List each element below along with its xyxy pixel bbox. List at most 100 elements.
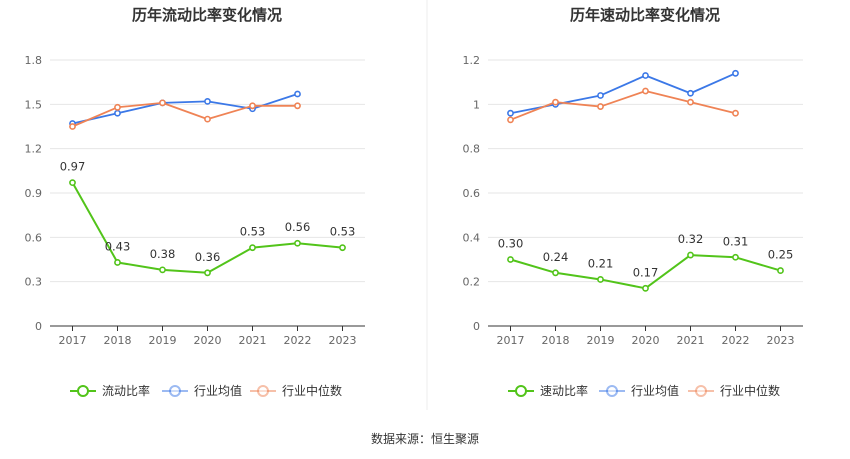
data-point bbox=[204, 269, 211, 277]
data-label: 0.25 bbox=[768, 248, 794, 262]
legend-item[interactable]: 行业中位数 bbox=[250, 383, 342, 398]
data-label: 0.97 bbox=[60, 160, 86, 174]
data-point bbox=[552, 98, 559, 106]
chart-legend: 速动比率 行业均值 行业中位数 bbox=[508, 383, 780, 398]
data-point bbox=[507, 256, 514, 263]
data-point bbox=[69, 179, 76, 187]
data-label: 0.32 bbox=[678, 232, 704, 246]
data-point bbox=[294, 239, 301, 247]
legend-swatch-marker bbox=[77, 385, 89, 397]
data-point bbox=[642, 87, 649, 95]
x-tick-label: 2021 bbox=[239, 334, 267, 347]
chart-title: 历年速动比率变化情况 bbox=[570, 6, 720, 24]
chart-panel-2: 历年速动比率变化情况 0 0.2 0.4 0.6 0.8 1 1.2 2017 2018 2019 2… bbox=[463, 6, 803, 398]
legend-swatch-marker bbox=[515, 385, 527, 397]
x-tick-label: 2018 bbox=[542, 334, 570, 347]
data-point bbox=[642, 72, 649, 79]
series-primary: 0.97 0.43 0.38 0.36 0.53 0.56 0.53 bbox=[60, 160, 356, 277]
data-point bbox=[159, 99, 166, 107]
legend-swatch-marker bbox=[257, 385, 269, 397]
data-label: 0.43 bbox=[105, 239, 131, 253]
y-tick-label: 0.6 bbox=[25, 231, 43, 244]
data-label: 0.53 bbox=[240, 225, 266, 239]
chart-legend: 流动比率 行业均值 行业中位数 bbox=[70, 383, 342, 398]
x-tick-label: 2018 bbox=[104, 334, 132, 347]
legend-label: 行业均值 bbox=[631, 383, 679, 398]
x-tick-label: 2022 bbox=[722, 334, 750, 347]
legend-item[interactable]: 行业中位数 bbox=[688, 383, 780, 398]
data-point bbox=[777, 267, 784, 274]
x-tick-label: 2017 bbox=[59, 334, 87, 347]
x-tick-label: 2022 bbox=[284, 334, 312, 347]
y-tick-label: 0.8 bbox=[463, 143, 481, 156]
x-tick-label: 2023 bbox=[329, 334, 357, 347]
data-point bbox=[687, 89, 694, 97]
x-tick-label: 2020 bbox=[632, 334, 660, 347]
y-tick-label: 1.8 bbox=[25, 54, 43, 67]
x-tick-label: 2019 bbox=[149, 334, 177, 347]
series-primary: 0.30 0.24 0.21 0.17 0.32 0.31 0.25 bbox=[498, 232, 794, 292]
data-point bbox=[732, 69, 739, 77]
y-tick-label: 0 bbox=[473, 320, 480, 333]
y-tick-label: 0.2 bbox=[463, 276, 481, 289]
data-label: 0.31 bbox=[723, 234, 749, 248]
legend-item[interactable]: 行业均值 bbox=[599, 383, 679, 398]
data-point bbox=[732, 109, 739, 117]
data-point bbox=[249, 244, 256, 252]
series-industry-average bbox=[507, 69, 739, 117]
legend-swatch-marker bbox=[606, 385, 618, 397]
data-point bbox=[597, 92, 604, 99]
legend-item[interactable]: 速动比率 bbox=[508, 383, 588, 398]
legend-swatch-marker bbox=[169, 385, 181, 397]
legend-swatch-marker bbox=[695, 385, 707, 397]
data-point bbox=[642, 284, 649, 292]
y-tick-label: 1.2 bbox=[25, 143, 43, 156]
data-label: 0.38 bbox=[150, 247, 176, 261]
y-tick-label: 0.3 bbox=[25, 276, 43, 289]
y-tick-label: 0.9 bbox=[25, 187, 43, 200]
legend-item[interactable]: 行业均值 bbox=[162, 383, 242, 398]
data-point bbox=[204, 97, 211, 105]
x-tick-label: 2019 bbox=[587, 334, 615, 347]
series-line bbox=[510, 90, 736, 121]
data-point bbox=[687, 251, 694, 259]
data-point bbox=[687, 98, 694, 106]
y-tick-label: 0.4 bbox=[463, 231, 481, 244]
data-point bbox=[294, 90, 301, 98]
data-label: 0.53 bbox=[330, 225, 356, 239]
y-tick-label: 0 bbox=[35, 320, 42, 333]
data-label: 0.30 bbox=[498, 237, 524, 251]
data-label: 0.17 bbox=[633, 265, 659, 279]
y-tick-label: 0.6 bbox=[463, 187, 481, 200]
x-tick-label: 2020 bbox=[194, 334, 222, 347]
chart-title: 历年流动比率变化情况 bbox=[132, 6, 282, 24]
data-point bbox=[507, 116, 514, 124]
series-industry-median bbox=[507, 87, 739, 124]
x-tick-label: 2021 bbox=[677, 334, 705, 347]
legend-label: 行业中位数 bbox=[282, 383, 342, 398]
data-point bbox=[294, 102, 301, 110]
data-point bbox=[159, 266, 166, 274]
chart-panel-1: 历年流动比率变化情况 0 0.3 0.6 0.9 1.2 1.5 1.8 2017 2018 201… bbox=[25, 6, 365, 398]
data-label: 0.21 bbox=[588, 256, 614, 270]
data-point bbox=[69, 123, 76, 130]
series-industry-median bbox=[69, 99, 301, 130]
data-source-note: 数据来源：恒生聚源 bbox=[371, 431, 479, 446]
legend-label: 行业中位数 bbox=[720, 383, 780, 398]
legend-label: 流动比率 bbox=[102, 383, 150, 398]
data-point bbox=[597, 276, 604, 283]
data-point bbox=[339, 244, 346, 252]
data-point bbox=[114, 103, 121, 111]
x-tick-label: 2023 bbox=[767, 334, 795, 347]
y-tick-label: 1.5 bbox=[25, 98, 43, 111]
data-label: 0.36 bbox=[195, 250, 221, 264]
data-point bbox=[204, 115, 211, 123]
data-point bbox=[114, 109, 121, 117]
legend-item[interactable]: 流动比率 bbox=[70, 383, 150, 398]
data-point bbox=[249, 102, 256, 110]
data-point bbox=[552, 269, 559, 277]
legend-label: 速动比率 bbox=[540, 383, 588, 398]
data-point bbox=[732, 253, 739, 261]
